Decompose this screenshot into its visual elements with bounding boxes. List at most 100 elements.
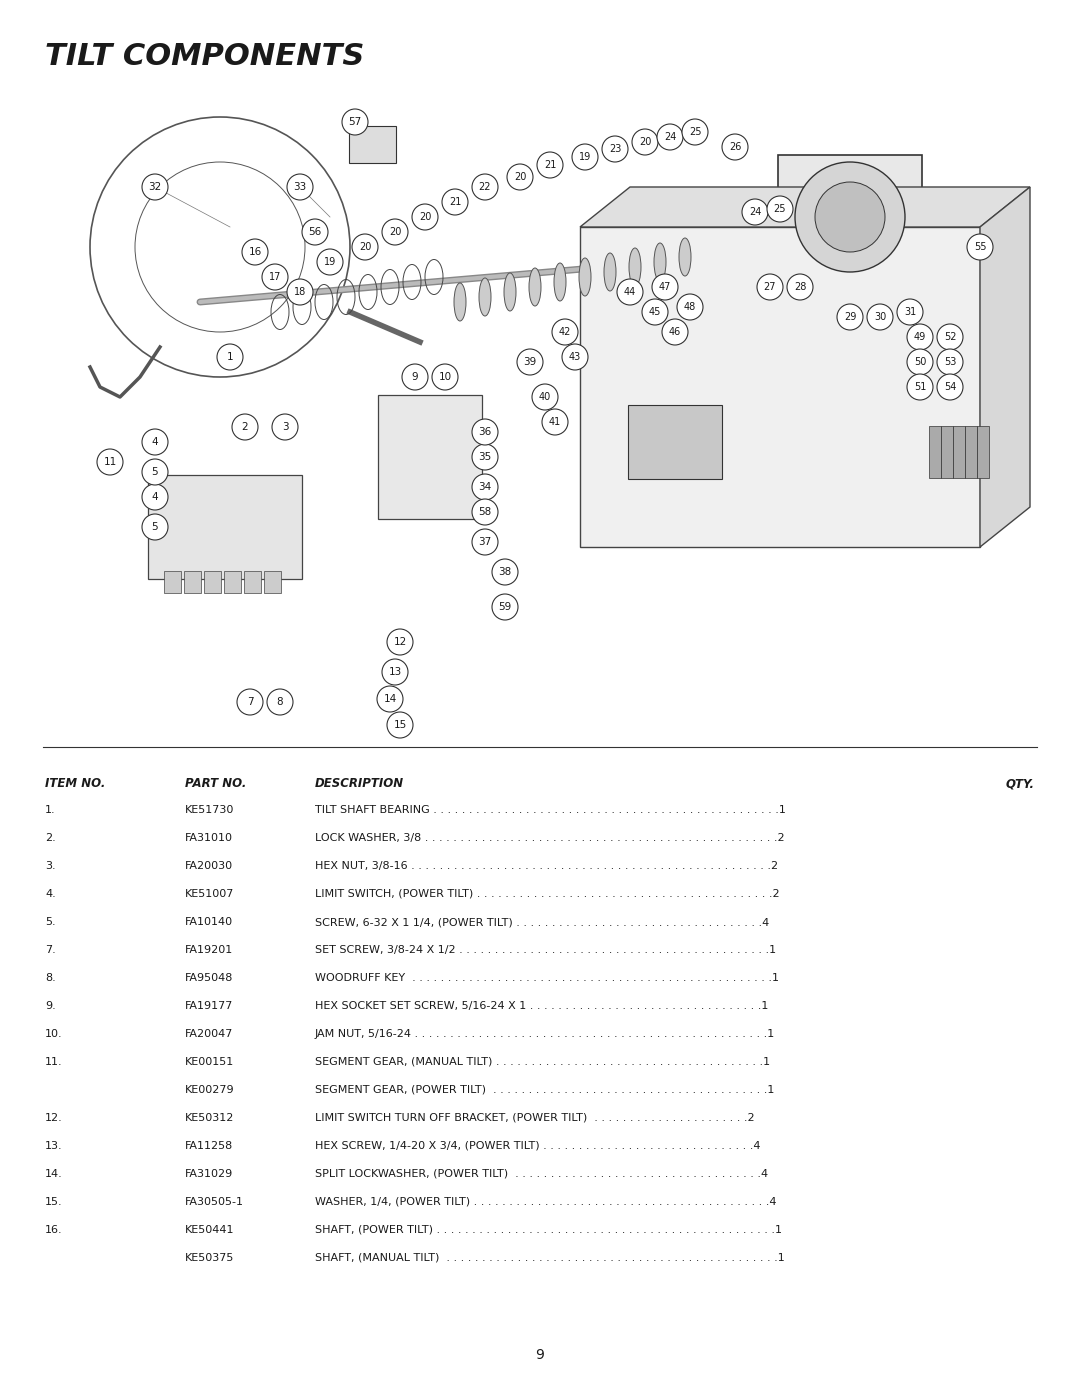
Text: 8.: 8. (45, 972, 56, 983)
Circle shape (318, 249, 343, 275)
Text: 39: 39 (524, 358, 537, 367)
Ellipse shape (454, 284, 465, 321)
Circle shape (617, 279, 643, 305)
Text: 53: 53 (944, 358, 956, 367)
Circle shape (402, 365, 428, 390)
Text: 49: 49 (914, 332, 927, 342)
Circle shape (907, 349, 933, 374)
Text: SHAFT, (POWER TILT) . . . . . . . . . . . . . . . . . . . . . . . . . . . . . . : SHAFT, (POWER TILT) . . . . . . . . . . … (315, 1225, 782, 1235)
Text: 14.: 14. (45, 1169, 63, 1179)
Text: 31: 31 (904, 307, 916, 317)
Text: LOCK WASHER, 3/8 . . . . . . . . . . . . . . . . . . . . . . . . . . . . . . . .: LOCK WASHER, 3/8 . . . . . . . . . . . .… (315, 833, 785, 842)
Circle shape (681, 119, 708, 145)
Text: 2.: 2. (45, 833, 56, 842)
FancyBboxPatch shape (953, 426, 966, 478)
Text: 8: 8 (276, 697, 283, 707)
Circle shape (352, 235, 378, 260)
Text: FA19177: FA19177 (185, 1002, 233, 1011)
FancyBboxPatch shape (349, 126, 396, 163)
Text: 16: 16 (248, 247, 261, 257)
Circle shape (795, 162, 905, 272)
Text: LIMIT SWITCH, (POWER TILT) . . . . . . . . . . . . . . . . . . . . . . . . . . .: LIMIT SWITCH, (POWER TILT) . . . . . . .… (315, 888, 780, 900)
Text: 34: 34 (478, 482, 491, 492)
Circle shape (907, 374, 933, 400)
Text: 9: 9 (536, 1348, 544, 1362)
Text: 3: 3 (282, 422, 288, 432)
Circle shape (937, 374, 963, 400)
Circle shape (242, 239, 268, 265)
Text: 16.: 16. (45, 1225, 63, 1235)
FancyBboxPatch shape (184, 571, 201, 592)
Text: 52: 52 (944, 332, 956, 342)
Text: KE51730: KE51730 (185, 805, 234, 814)
Circle shape (572, 144, 598, 170)
Text: 20: 20 (359, 242, 372, 251)
Text: 51: 51 (914, 381, 927, 393)
Circle shape (217, 344, 243, 370)
Text: 45: 45 (649, 307, 661, 317)
Circle shape (387, 712, 413, 738)
Circle shape (141, 175, 168, 200)
Circle shape (867, 305, 893, 330)
Circle shape (677, 293, 703, 320)
Text: KE00279: KE00279 (185, 1085, 234, 1095)
Text: DESCRIPTION: DESCRIPTION (315, 777, 404, 789)
Text: 19: 19 (324, 257, 336, 267)
Text: WASHER, 1/4, (POWER TILT) . . . . . . . . . . . . . . . . . . . . . . . . . . . : WASHER, 1/4, (POWER TILT) . . . . . . . … (315, 1197, 777, 1207)
Text: 4: 4 (151, 437, 159, 447)
Text: 15: 15 (393, 719, 407, 731)
Circle shape (387, 629, 413, 655)
Text: SEGMENT GEAR, (MANUAL TILT) . . . . . . . . . . . . . . . . . . . . . . . . . . : SEGMENT GEAR, (MANUAL TILT) . . . . . . … (315, 1058, 770, 1067)
Text: 35: 35 (478, 453, 491, 462)
Text: 58: 58 (478, 507, 491, 517)
Circle shape (742, 198, 768, 225)
Text: QTY.: QTY. (1005, 777, 1035, 789)
Circle shape (272, 414, 298, 440)
Text: 13: 13 (389, 666, 402, 678)
Text: FA19201: FA19201 (185, 944, 233, 956)
Circle shape (723, 134, 748, 161)
Circle shape (342, 109, 368, 136)
FancyBboxPatch shape (929, 426, 941, 478)
Circle shape (602, 136, 627, 162)
FancyBboxPatch shape (378, 395, 482, 520)
Circle shape (472, 529, 498, 555)
Text: 56: 56 (309, 226, 322, 237)
Text: 14: 14 (383, 694, 396, 704)
FancyBboxPatch shape (164, 571, 181, 592)
Circle shape (532, 384, 558, 409)
Text: 42: 42 (558, 327, 571, 337)
Circle shape (97, 448, 123, 475)
FancyBboxPatch shape (627, 405, 723, 479)
Text: 48: 48 (684, 302, 697, 312)
Circle shape (377, 686, 403, 712)
Ellipse shape (529, 268, 541, 306)
Circle shape (237, 689, 264, 715)
Circle shape (287, 175, 313, 200)
Text: 2: 2 (242, 422, 248, 432)
Text: 59: 59 (498, 602, 512, 612)
Circle shape (537, 152, 563, 177)
Circle shape (815, 182, 885, 251)
Circle shape (897, 299, 923, 326)
Text: 19: 19 (579, 152, 591, 162)
Text: KE50375: KE50375 (185, 1253, 234, 1263)
Circle shape (472, 474, 498, 500)
Text: WOODRUFF KEY  . . . . . . . . . . . . . . . . . . . . . . . . . . . . . . . . . : WOODRUFF KEY . . . . . . . . . . . . . .… (315, 972, 779, 983)
Text: TILT SHAFT BEARING . . . . . . . . . . . . . . . . . . . . . . . . . . . . . . .: TILT SHAFT BEARING . . . . . . . . . . .… (315, 805, 786, 814)
Text: 11: 11 (104, 457, 117, 467)
Text: 44: 44 (624, 286, 636, 298)
Circle shape (472, 175, 498, 200)
Text: 30: 30 (874, 312, 886, 321)
Text: KE50312: KE50312 (185, 1113, 234, 1123)
Circle shape (787, 274, 813, 300)
Text: 11.: 11. (45, 1058, 63, 1067)
Text: KE51007: KE51007 (185, 888, 234, 900)
Text: 43: 43 (569, 352, 581, 362)
FancyBboxPatch shape (264, 571, 281, 592)
Text: KE00151: KE00151 (185, 1058, 234, 1067)
Text: 20: 20 (419, 212, 431, 222)
Text: 10.: 10. (45, 1030, 63, 1039)
Text: 18: 18 (294, 286, 306, 298)
Text: 9: 9 (411, 372, 418, 381)
